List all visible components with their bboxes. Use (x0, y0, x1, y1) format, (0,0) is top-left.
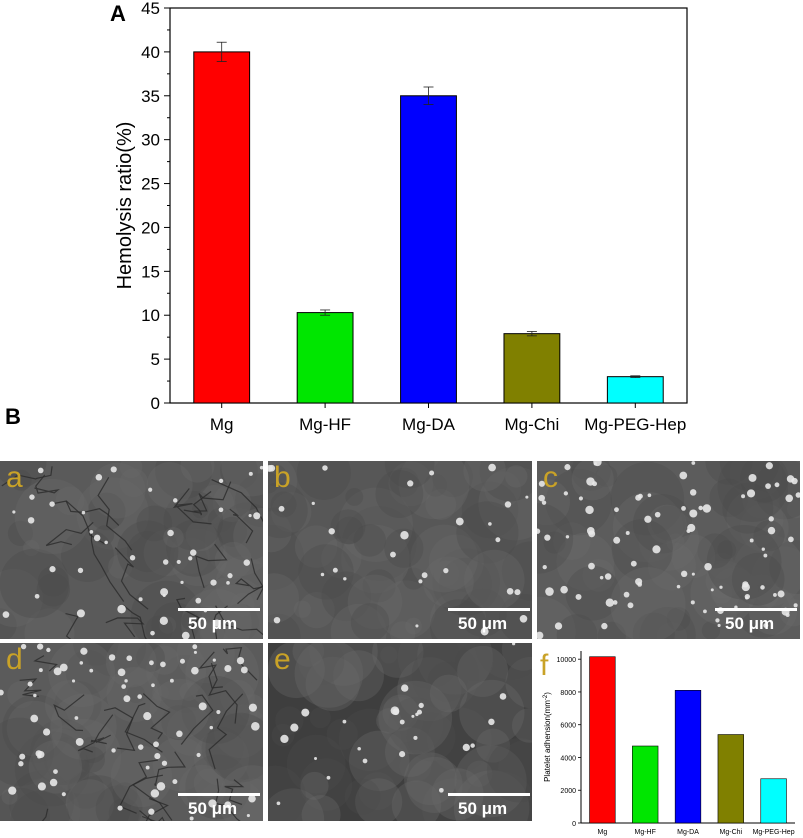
x-tick-label: Mg-PEG-Hep (584, 415, 686, 434)
sem-texture (0, 461, 263, 639)
scale-bar (178, 793, 260, 796)
sem-texture (268, 643, 532, 821)
bar-mg-hf (296, 312, 354, 404)
sem-letter: c (543, 461, 558, 494)
y-tick-label: 0 (151, 394, 160, 413)
x-tick-label: Mg-HF (299, 415, 351, 434)
y-tick-label: 25 (141, 175, 160, 194)
scale-label: 50 μm (725, 614, 775, 633)
scale-bar (448, 608, 530, 611)
y-tick-label: 10 (141, 306, 160, 325)
bar-mg-da (400, 95, 457, 404)
sem-texture (0, 643, 263, 821)
sem-texture (268, 461, 532, 639)
y-tick-label: 8000 (560, 690, 576, 697)
x-tick-label: Mg-DA (677, 829, 699, 836)
x-tick-label: Mg-HF (635, 829, 656, 836)
y-tick-label: 5 (151, 350, 160, 369)
x-tick-label: Mg-Chi (720, 829, 743, 836)
y-axis-label: Hemolysis ratio(%) (114, 122, 136, 290)
platelet-adhesion-chart: f 0 2000 4000 6000 8000 10000 Mg Mg-HF Mg-DA Mg-Ch… (537, 643, 800, 837)
y-axis-label: Platelet adhension(mm-2) (543, 692, 552, 782)
sem-image-e: e 50 μm (268, 643, 532, 821)
bar-mg-hf (632, 745, 659, 824)
panel-label-a: A (110, 1, 126, 26)
y-tick-label: 30 (141, 131, 160, 150)
y-tick-label: 40 (141, 43, 160, 62)
sem-texture (537, 461, 800, 639)
y-tick-label: 15 (141, 262, 160, 281)
y-tick-label: 45 (141, 0, 160, 18)
scale-label: 50 μm (458, 799, 508, 818)
bar-mg-peg-hep (760, 778, 787, 824)
y-tick-label: 10000 (557, 657, 577, 664)
x-tick-label: Mg-PEG-Hep (753, 829, 795, 836)
x-tick-label: Mg-DA (402, 415, 456, 434)
sem-letter: a (6, 461, 23, 494)
x-tick-label: Mg (598, 829, 608, 836)
x-tick-label: Mg-Chi (505, 415, 560, 434)
sem-image-a: a 50 μm (0, 461, 263, 639)
y-tick-label: 6000 (560, 723, 576, 730)
bar-mg-chi (717, 734, 744, 824)
scale-label: 50 μm (458, 614, 508, 633)
scale-bar (178, 608, 260, 611)
x-tick-label: Mg (210, 415, 234, 434)
scale-bar (715, 608, 797, 611)
sem-letter: e (274, 643, 291, 676)
bar-mg-peg-hep (606, 376, 664, 404)
bar-mg (193, 51, 251, 404)
scale-label: 50 μm (188, 799, 238, 818)
y-tick-label: 0 (572, 821, 576, 828)
sem-image-c: c 50 μm (537, 461, 800, 639)
bar-mg-da (674, 690, 702, 824)
bar-mg (589, 656, 616, 824)
sem-image-b: b 50 μm (268, 461, 532, 639)
y-tick-label: 20 (141, 218, 160, 237)
y-tick-label: 35 (141, 87, 160, 106)
y-tick-label: 4000 (560, 755, 576, 762)
y-tick-label: 2000 (560, 788, 576, 795)
scale-label: 50 μm (188, 614, 238, 633)
panel-label-f: f (540, 649, 549, 682)
panel-label-b: B (5, 404, 21, 429)
sem-image-d: d 50 μm (0, 643, 263, 821)
sem-letter: b (274, 461, 291, 494)
scale-bar (448, 793, 530, 796)
bar-mg-chi (503, 333, 561, 404)
hemolysis-chart: 0 5 10 15 20 25 30 35 40 45 Mg Mg-HF Mg-DA Mg-Chi Mg-P… (114, 0, 688, 434)
sem-letter: d (6, 643, 23, 676)
